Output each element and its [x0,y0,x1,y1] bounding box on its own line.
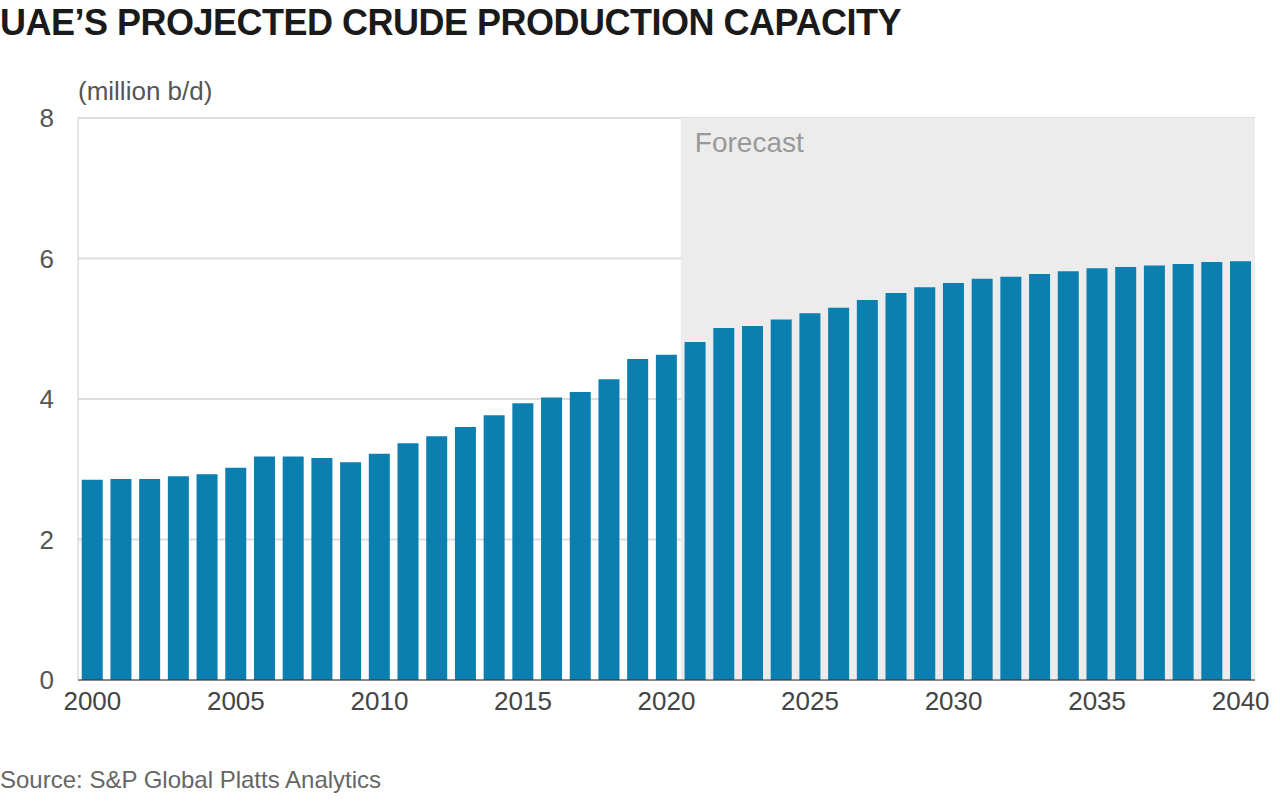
html-text:(million b/d): (million b/d) [78,76,213,106]
svg-text:2: 2 [40,525,54,555]
html-text:Source: S&P Global Platts Anal: Source: S&P Global Platts Analytics [0,766,382,793]
svg-text:8: 8 [40,103,54,133]
svg-text:2035: 2035 [1068,686,1126,716]
svg-text:2040: 2040 [1212,686,1270,716]
svg-text:0: 0 [40,665,54,695]
svg-text:2010: 2010 [351,686,409,716]
svg-text:Forecast: Forecast [695,127,804,158]
svg-text:2000: 2000 [63,686,121,716]
svg-text:2020: 2020 [638,686,696,716]
svg-text:6: 6 [40,244,54,274]
svg-text:2015: 2015 [494,686,552,716]
svg-text:2005: 2005 [207,686,265,716]
svg-text:4: 4 [40,384,54,414]
svg-text:2025: 2025 [781,686,839,716]
svg-text:2030: 2030 [925,686,983,716]
html-text:UAE’S PROJECTED CRUDE PRODUCTI: UAE’S PROJECTED CRUDE PRODUCTION CAPACIT… [0,2,901,43]
